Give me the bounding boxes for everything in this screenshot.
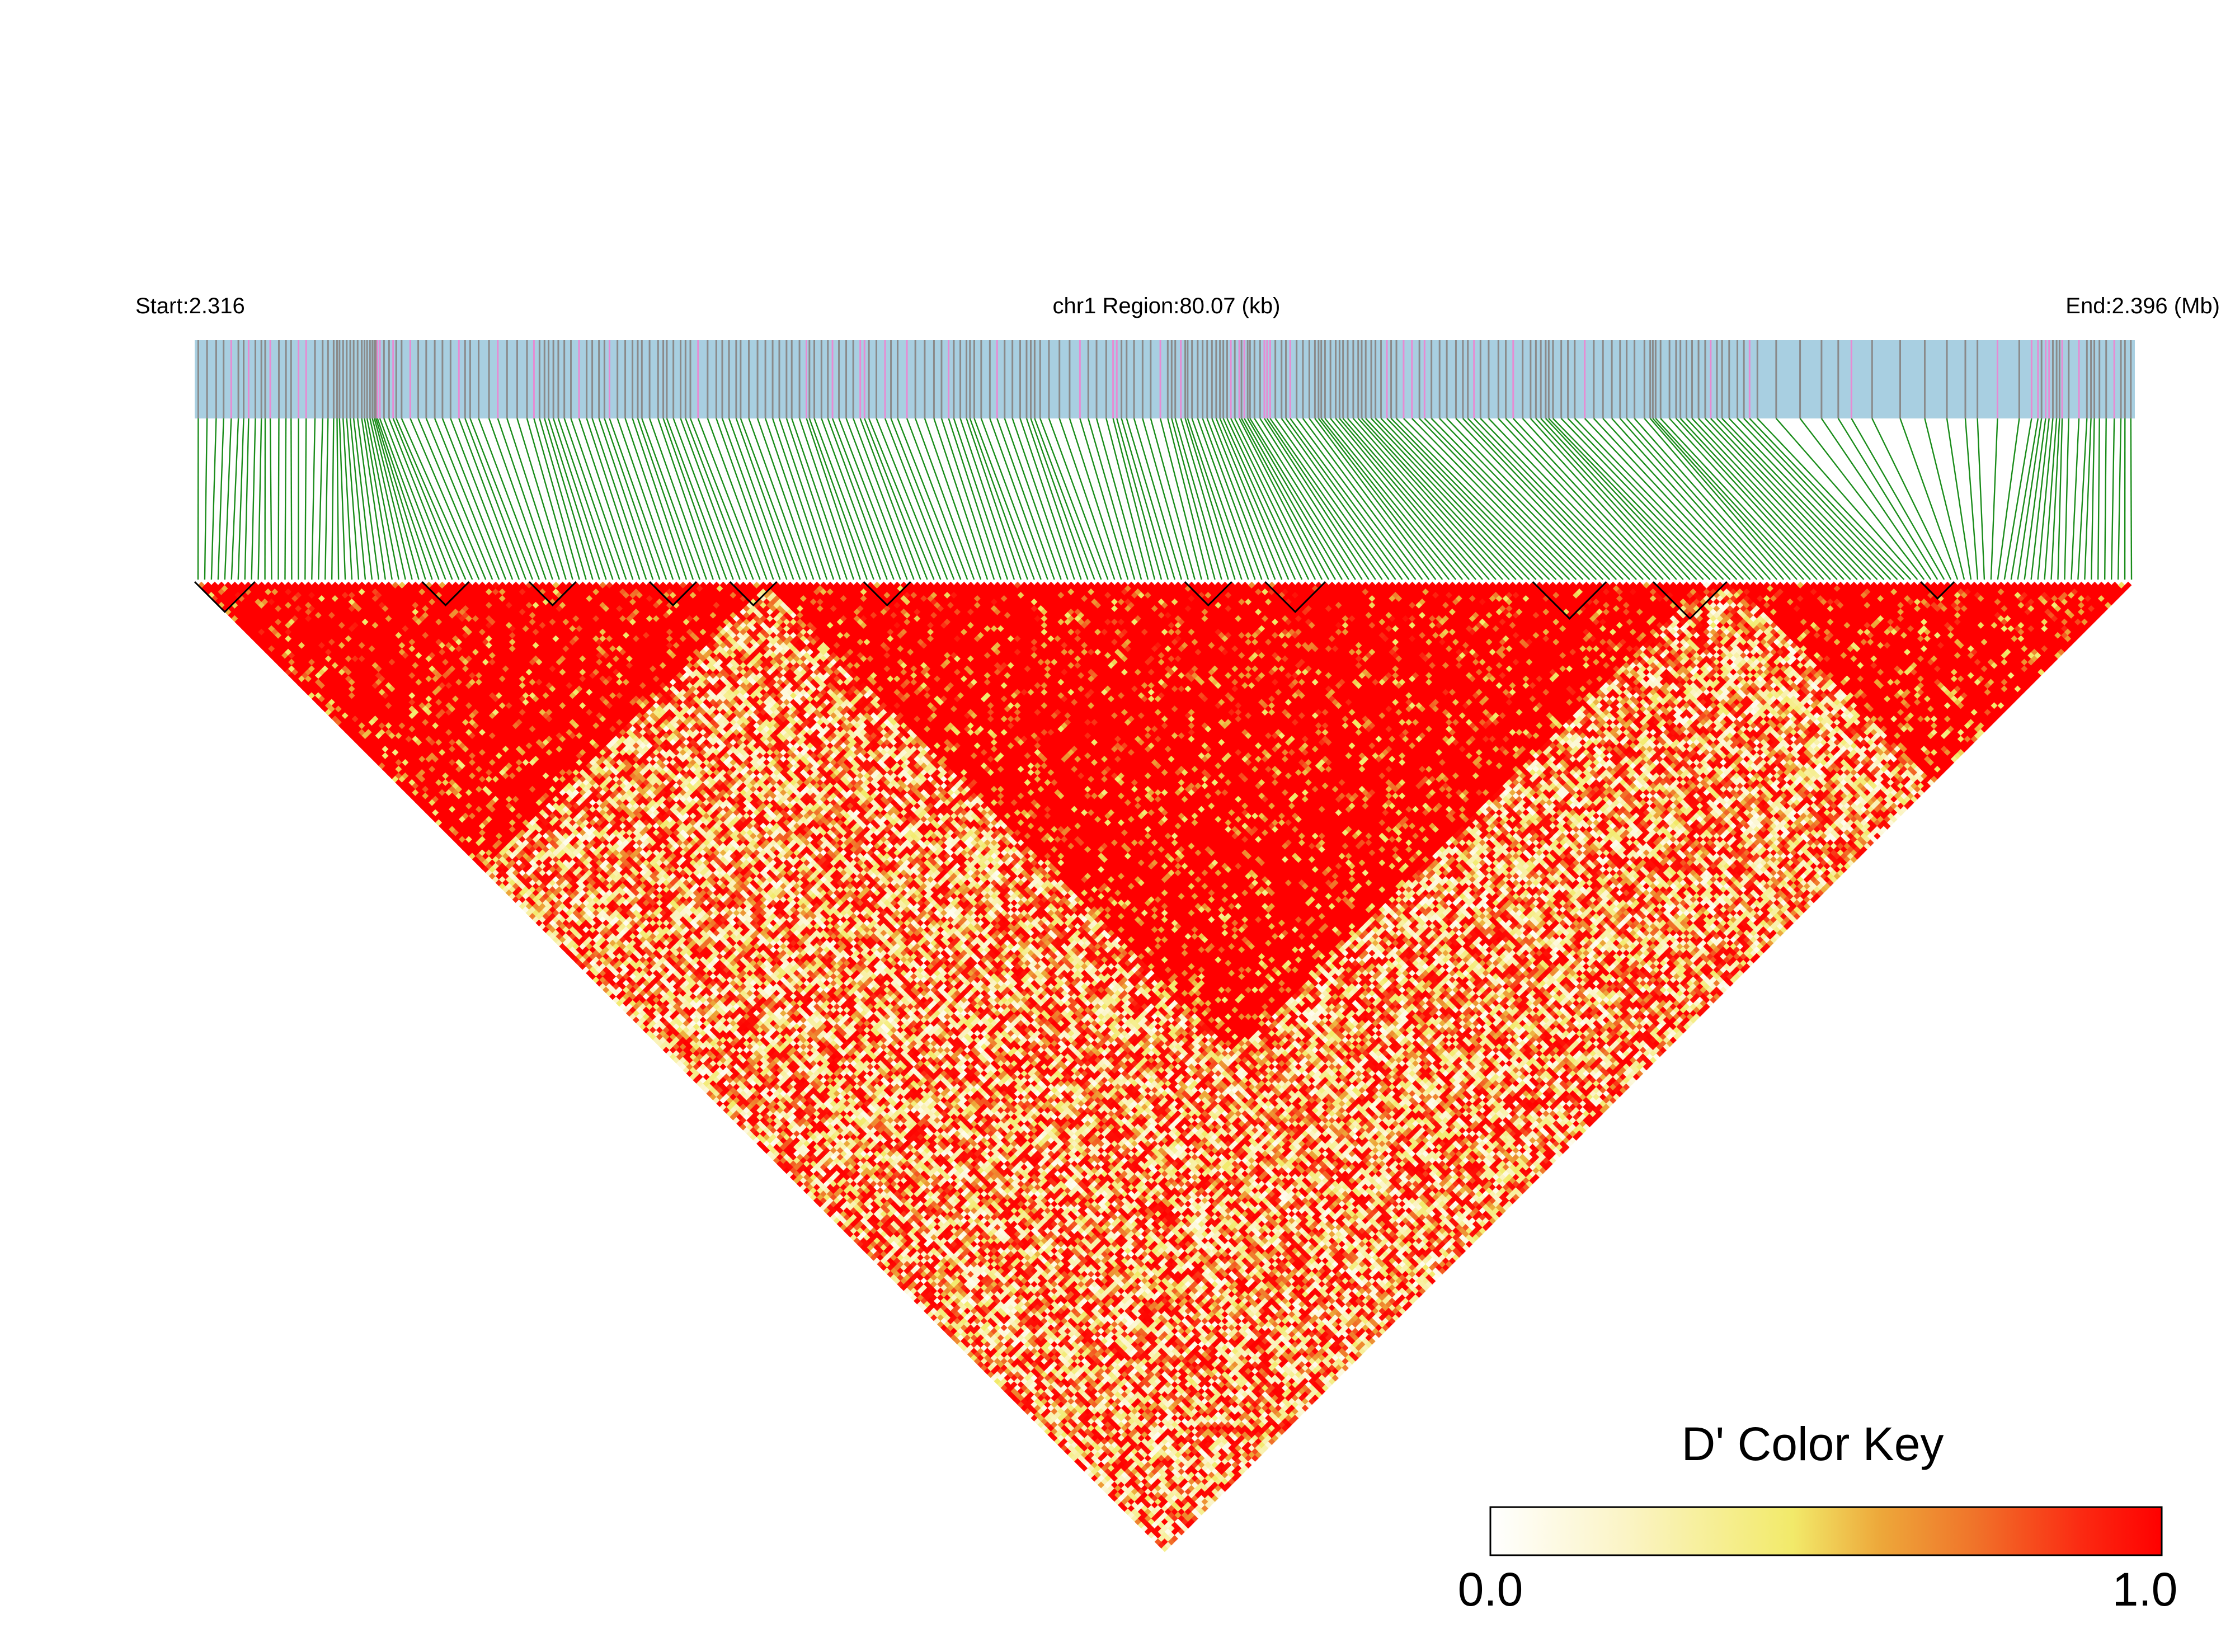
snp-connector (211, 418, 216, 580)
ld-heatmap (198, 582, 2132, 1552)
snp-connector (877, 418, 941, 580)
snp-connector (579, 418, 633, 580)
snp-connector (238, 418, 244, 580)
snp-connector (332, 418, 333, 580)
snp-connector (1729, 418, 1884, 580)
snp-connector (1978, 418, 1984, 580)
snp-connector (225, 418, 232, 580)
snp-connector (1366, 418, 1516, 580)
snp-connector (1800, 418, 1925, 580)
snp-connector (1371, 418, 1523, 580)
snp-connector-lines (198, 418, 2132, 580)
snp-connector (393, 418, 459, 580)
snp-connector (318, 418, 322, 580)
snp-connector (1872, 418, 1951, 580)
snp-connector (2064, 418, 2068, 580)
snp-connector (779, 418, 834, 580)
snp-connector (799, 418, 854, 580)
snp-connector (832, 418, 894, 580)
region-label: chr1 Region:80.07 (kb) (1053, 294, 1281, 318)
snp-connector (470, 418, 533, 580)
snp-connector (741, 418, 800, 580)
snp-connector (2091, 418, 2094, 580)
snp-connector (1122, 418, 1168, 580)
region-end-label: End:2.396 (Mb) (2065, 294, 2220, 318)
snp-connector (362, 418, 385, 580)
snp-connector (787, 418, 840, 580)
snp-connector (312, 418, 315, 580)
snp-connector (934, 418, 987, 580)
snp-connector (305, 418, 306, 580)
snp-connector (897, 418, 961, 580)
snp-connector (821, 418, 880, 580)
snp-connector (2118, 418, 2121, 580)
snp-connector (479, 418, 539, 580)
snp-connector (2131, 418, 2132, 580)
snp-connector (1270, 418, 1382, 580)
snp-connector (1040, 418, 1101, 580)
snp-connector (1192, 418, 1249, 580)
snp-connector (489, 418, 546, 580)
snp-connector (1568, 418, 1724, 580)
snp-connector (1020, 418, 1074, 580)
snp-connector (864, 418, 927, 580)
snp-connector (278, 418, 279, 580)
snp-connector (925, 418, 981, 580)
snp-connector (1049, 418, 1108, 580)
snp-connector (2018, 418, 2041, 580)
snp-connector (2111, 418, 2114, 580)
snp-connector (270, 418, 271, 580)
snp-connector (232, 418, 238, 580)
snp-connector (2105, 418, 2106, 580)
snp-connector (378, 418, 432, 580)
snp-connector (1276, 418, 1389, 580)
snp-connector (252, 418, 256, 580)
snp-connector (815, 418, 874, 580)
snp-connector (638, 418, 693, 580)
snp-connector (658, 418, 713, 580)
snp-connector (1343, 418, 1483, 580)
snp-connector (2098, 418, 2099, 580)
snp-connector (667, 418, 727, 580)
snp-connector (245, 418, 249, 580)
snp-connector (1575, 418, 1730, 580)
snp-connector (205, 418, 207, 580)
snp-connector (1117, 418, 1161, 580)
snp-connector (1561, 418, 1717, 580)
snp-connector (1722, 418, 1877, 580)
snp-connector (1498, 418, 1650, 580)
snp-connector (337, 418, 338, 580)
snp-connector (1900, 418, 1958, 580)
snp-connector (258, 418, 262, 580)
snp-connector (981, 418, 1041, 580)
snp-connector (1513, 418, 1663, 580)
snp-connector (325, 418, 328, 580)
snp-connector (1034, 418, 1094, 580)
snp-position-track (195, 340, 2135, 418)
snp-connector (218, 418, 224, 580)
snp-connector (285, 418, 286, 580)
snp-connector (1027, 418, 1081, 580)
snp-connector (1203, 418, 1262, 580)
snp-connector (1991, 418, 1998, 580)
region-start-label: Start:2.316 (135, 294, 245, 318)
snp-connector (380, 418, 439, 580)
snp-connector (2071, 418, 2079, 580)
snp-connector (1822, 418, 1931, 580)
snp-connector (853, 418, 914, 580)
snp-connector (807, 418, 860, 580)
snp-connector (690, 418, 754, 580)
snp-connector (1553, 418, 1710, 580)
snp-connector (846, 418, 907, 580)
snp-connector (765, 418, 820, 580)
